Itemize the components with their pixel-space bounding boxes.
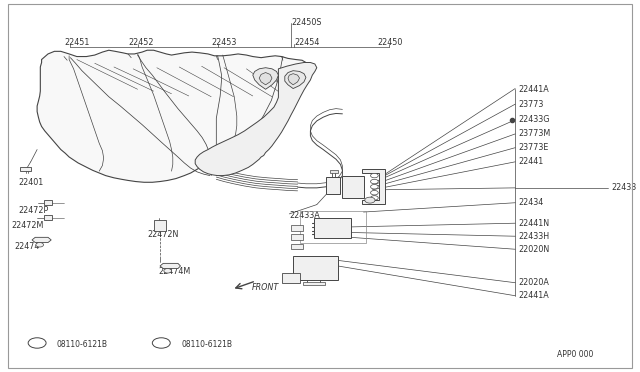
Circle shape [365, 197, 375, 203]
Text: FRONT: FRONT [252, 283, 279, 292]
Text: 22450: 22450 [378, 38, 403, 47]
Text: B: B [35, 340, 40, 346]
Text: 22020N: 22020N [518, 245, 550, 254]
Polygon shape [160, 263, 180, 269]
Text: 22441A: 22441A [518, 85, 549, 94]
Text: 22433: 22433 [611, 183, 636, 192]
Text: 23773: 23773 [518, 100, 544, 109]
Polygon shape [288, 74, 300, 85]
Polygon shape [253, 68, 278, 89]
Polygon shape [314, 218, 351, 238]
Circle shape [371, 179, 378, 184]
Text: 08110-6121B: 08110-6121B [181, 340, 232, 349]
Text: 22453: 22453 [211, 38, 237, 47]
Text: 08110-6121B: 08110-6121B [56, 340, 108, 349]
Text: 22172: 22172 [290, 274, 316, 283]
Circle shape [371, 173, 378, 178]
Text: 23773M: 23773M [518, 129, 550, 138]
Polygon shape [44, 215, 52, 220]
Text: 22472P: 22472P [18, 206, 48, 215]
Circle shape [152, 338, 170, 348]
Text: 22472M: 22472M [12, 221, 44, 230]
Circle shape [164, 269, 172, 273]
Text: 22441A: 22441A [518, 291, 549, 300]
Circle shape [371, 190, 378, 195]
Circle shape [36, 243, 44, 247]
Text: 22450S: 22450S [291, 18, 322, 27]
Text: 22020A: 22020A [518, 278, 549, 287]
Text: 22452: 22452 [128, 38, 154, 47]
Polygon shape [291, 234, 303, 240]
Polygon shape [362, 169, 385, 204]
Text: 22441N: 22441N [518, 219, 550, 228]
Polygon shape [342, 176, 364, 198]
Polygon shape [32, 237, 51, 243]
Text: 22454: 22454 [294, 38, 320, 47]
Text: 22441: 22441 [518, 157, 543, 166]
Polygon shape [282, 273, 300, 283]
Polygon shape [326, 177, 340, 194]
Text: 22433H: 22433H [518, 232, 550, 241]
Text: 22472N: 22472N [147, 230, 179, 239]
Text: 23773E: 23773E [518, 143, 548, 152]
Text: APP0 000: APP0 000 [557, 350, 593, 359]
Text: 22474M: 22474M [159, 267, 191, 276]
Polygon shape [291, 225, 303, 231]
Polygon shape [285, 71, 306, 89]
Polygon shape [195, 62, 317, 176]
Polygon shape [330, 170, 338, 173]
Polygon shape [20, 167, 31, 171]
Polygon shape [293, 256, 338, 280]
Polygon shape [154, 220, 166, 231]
Polygon shape [37, 50, 307, 182]
Polygon shape [259, 73, 272, 85]
Polygon shape [303, 282, 325, 285]
Text: B: B [159, 340, 164, 346]
Text: 22401: 22401 [18, 178, 43, 187]
Circle shape [28, 338, 46, 348]
Polygon shape [44, 200, 52, 205]
Text: 22433A: 22433A [289, 211, 320, 220]
Circle shape [371, 196, 378, 200]
Circle shape [371, 185, 378, 189]
Text: 22474: 22474 [14, 242, 40, 251]
Text: 22434: 22434 [518, 198, 543, 207]
Text: 22433G: 22433G [518, 115, 550, 124]
Text: 22451: 22451 [64, 38, 90, 47]
Polygon shape [291, 244, 303, 249]
